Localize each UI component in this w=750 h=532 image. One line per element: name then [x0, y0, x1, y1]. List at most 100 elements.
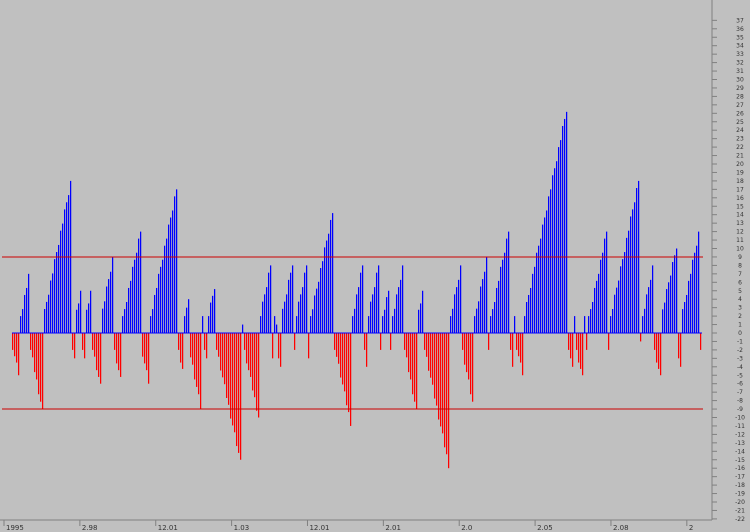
- bar-positive: [548, 196, 550, 333]
- bar-positive: [564, 118, 566, 334]
- bar-negative: [246, 333, 248, 364]
- bar-negative: [510, 333, 512, 350]
- bar-negative: [580, 333, 582, 369]
- bar-positive: [450, 316, 452, 333]
- bar-positive: [624, 252, 626, 333]
- bar-positive: [590, 309, 592, 333]
- bar-positive: [288, 279, 290, 333]
- y-tick-label: -5: [737, 372, 743, 379]
- bar-positive: [140, 231, 142, 333]
- bar-negative: [468, 333, 470, 380]
- bar-negative: [178, 333, 180, 350]
- x-axis: 1995 2.98 12.01 1.03 12.01 2.01 2.0 2.05 2.08 2: [0, 519, 712, 532]
- bar-positive: [316, 288, 318, 333]
- bar-negative: [84, 333, 86, 359]
- bar-negative: [30, 333, 32, 350]
- bar-negative: [180, 333, 182, 363]
- bar-positive: [360, 272, 362, 333]
- bar-positive: [594, 287, 596, 333]
- bar-negative: [278, 333, 280, 359]
- bar-positive: [46, 301, 48, 333]
- bar-positive: [556, 161, 558, 333]
- bar-negative: [660, 333, 662, 376]
- bar-positive: [498, 280, 500, 333]
- y-tick-label: -20: [735, 499, 745, 506]
- bar-positive: [696, 245, 698, 333]
- bar-negative: [224, 333, 226, 385]
- bar-negative: [146, 333, 148, 371]
- x-tick-label: 2.05: [537, 524, 553, 532]
- bar-positive: [300, 294, 302, 333]
- y-tick-label: -11: [735, 423, 745, 430]
- bar-positive: [584, 316, 586, 333]
- bar-positive: [286, 294, 288, 333]
- bar-negative: [120, 333, 122, 377]
- bar-negative: [572, 333, 574, 367]
- bar-negative: [142, 333, 144, 357]
- y-tick-label: 30: [736, 77, 744, 84]
- bar-positive: [58, 244, 60, 333]
- bar-negative: [348, 333, 350, 413]
- bar-positive: [322, 261, 324, 333]
- bar-positive: [352, 316, 354, 333]
- bar-negative: [336, 333, 338, 357]
- y-tick-label: -22: [735, 516, 745, 523]
- bar-positive: [56, 252, 58, 333]
- bar-negative: [582, 333, 584, 376]
- bar-positive: [60, 230, 62, 333]
- bar-negative: [220, 333, 222, 371]
- bar-positive: [186, 307, 188, 333]
- bar-positive: [128, 287, 130, 333]
- x-tick-label: 2.0: [461, 524, 472, 532]
- bar-positive: [168, 224, 170, 333]
- y-tick-label: 34: [736, 43, 744, 50]
- bar-negative: [196, 333, 198, 387]
- y-tick-label: 28: [736, 93, 744, 100]
- bar-negative: [148, 333, 150, 384]
- y-tick-label: 3: [738, 305, 742, 312]
- bar-positive: [566, 111, 568, 333]
- bar-positive: [328, 233, 330, 333]
- bar-positive: [368, 316, 370, 333]
- y-tick-label: 23: [736, 136, 744, 143]
- bar-negative: [252, 333, 254, 391]
- y-tick-label: 6: [738, 279, 742, 286]
- bar-negative: [258, 333, 260, 418]
- bar-positive: [320, 268, 322, 333]
- x-tick-label: 12.01: [158, 524, 178, 532]
- bar-negative: [234, 333, 236, 433]
- bar-negative: [250, 333, 252, 377]
- bar-negative: [232, 333, 234, 426]
- y-tick-label: -17: [735, 474, 745, 481]
- y-tick-label: 22: [736, 144, 744, 151]
- bar-negative: [442, 333, 444, 434]
- bar-positive: [500, 266, 502, 333]
- bar-positive: [136, 252, 138, 333]
- bar-negative: [576, 333, 578, 350]
- bar-positive: [66, 202, 68, 333]
- bar-positive: [674, 255, 676, 333]
- bar-negative: [408, 333, 410, 373]
- bar-positive: [616, 287, 618, 333]
- bar-positive: [102, 308, 104, 333]
- y-axis: 3736353433323130292827262524232221201918…: [711, 0, 745, 523]
- bar-positive: [110, 271, 112, 333]
- bar-negative: [272, 333, 274, 359]
- y-tick-label: -15: [735, 457, 745, 464]
- bar-positive: [690, 273, 692, 333]
- bar-positive: [324, 247, 326, 333]
- bar-negative: [206, 333, 208, 359]
- bar-negative: [412, 333, 414, 395]
- bar-positive: [50, 280, 52, 333]
- bar-negative: [254, 333, 256, 398]
- bar-negative: [436, 333, 438, 406]
- bar-negative: [98, 333, 100, 377]
- x-tick-label: 2.01: [385, 524, 401, 532]
- bar-positive: [112, 256, 114, 333]
- bar-positive: [20, 316, 22, 333]
- bar-positive: [474, 316, 476, 333]
- bar-positive: [154, 294, 156, 333]
- bar-positive: [314, 295, 316, 333]
- bar-positive: [652, 265, 654, 333]
- x-tick-label: 1.03: [234, 524, 250, 532]
